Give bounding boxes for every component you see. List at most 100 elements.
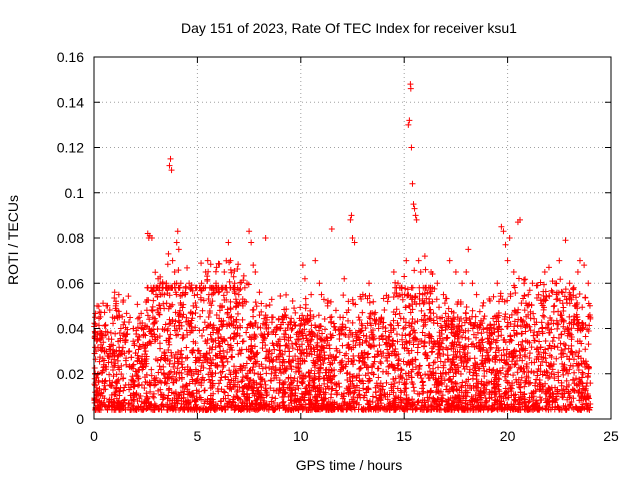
data-point [470,362,477,369]
data-point [456,322,463,329]
data-point [430,359,437,366]
data-point [263,316,270,323]
data-point [210,338,217,345]
data-point [345,341,352,348]
data-point [516,354,523,361]
data-point [455,339,462,346]
data-point [390,389,397,396]
data-point [244,324,251,331]
data-point [437,358,444,365]
data-point [299,378,306,385]
data-point [494,280,501,287]
data-point [420,343,427,350]
data-point [121,330,128,337]
data-point [562,342,569,349]
data-point [280,404,287,411]
data-point [560,307,567,314]
data-point [496,347,503,354]
data-point [157,280,164,287]
data-point [234,379,241,386]
data-point [341,398,348,405]
data-point [126,400,133,407]
data-point [291,403,298,410]
data-point [400,358,407,365]
data-point [163,337,170,344]
data-point [109,314,116,321]
data-point [210,356,217,363]
data-point [409,306,416,313]
data-point [104,302,111,309]
data-point [214,362,221,369]
data-point [584,363,591,370]
data-point [501,401,508,408]
data-point [492,339,499,346]
data-point [498,332,505,339]
data-point [217,369,224,376]
data-point [416,366,423,373]
data-point [528,368,535,375]
data-point [295,336,302,343]
data-point [193,304,200,311]
data-point [513,405,520,412]
data-point [195,371,202,378]
data-point [401,344,408,351]
data-point [422,266,429,273]
data-point [154,306,161,313]
data-point [468,341,475,348]
data-point [253,405,260,412]
data-point [231,381,238,388]
data-point [435,364,442,371]
data-point [514,322,521,329]
data-point [312,375,319,382]
data-point [473,291,480,298]
data-point [100,339,107,346]
data-point [517,323,524,330]
data-point [469,307,476,314]
data-point [464,389,471,396]
data-point [443,295,450,302]
data-point [512,289,519,296]
data-point [558,347,565,354]
data-point [138,406,145,413]
data-point [111,356,118,363]
data-point [560,317,567,324]
data-point [418,375,425,382]
data-point [151,319,158,326]
data-point [268,314,275,321]
data-point [253,379,260,386]
data-point [322,337,329,344]
data-point [273,387,280,394]
data-point [149,303,156,310]
data-point [261,331,268,338]
data-point [511,318,518,325]
data-point [358,406,365,413]
data-point [137,320,144,327]
data-point [533,319,540,326]
data-point [337,327,344,334]
data-point [543,359,550,366]
data-point [272,405,279,412]
data-point [520,317,527,324]
data-point [568,342,575,349]
data-point [426,394,433,401]
data-point [110,320,117,327]
data-point [521,293,528,300]
data-point [329,399,336,406]
data-point [111,289,118,296]
data-point [239,338,246,345]
data-point [507,363,514,370]
data-point [148,327,155,334]
data-point [584,373,591,380]
data-point [232,373,239,380]
data-point [353,374,360,381]
x-tick-label: 0 [90,428,98,444]
data-point [202,268,209,275]
data-point [337,368,344,375]
data-point [521,280,528,287]
data-point [555,321,562,328]
data-point [474,323,481,330]
data-point [356,366,363,373]
data-point [464,401,471,408]
data-point [544,320,551,327]
data-point [116,388,123,395]
